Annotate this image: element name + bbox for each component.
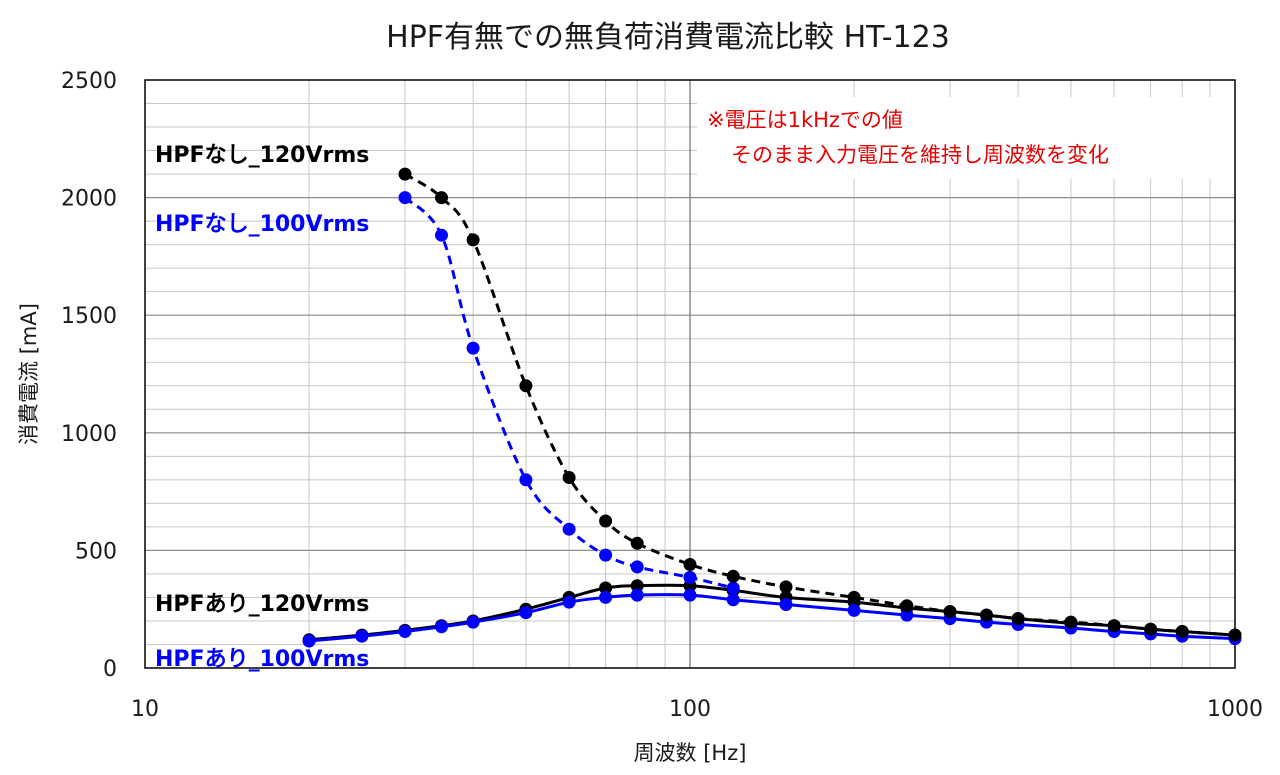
data-point: [726, 581, 740, 595]
data-point: [630, 560, 644, 574]
data-point: [779, 580, 793, 594]
y-tick-label: 0: [103, 657, 117, 682]
y-tick-label: 500: [75, 539, 117, 564]
series-label: HPFなし_120Vrms: [155, 143, 369, 168]
series-line: [403, 196, 734, 590]
data-point: [1011, 612, 1025, 626]
data-point: [519, 606, 533, 620]
data-point: [847, 603, 861, 617]
y-tick-label: 1000: [61, 422, 117, 447]
data-point: [900, 599, 914, 613]
y-tick-labels: 0 500 1000 1500 2000 2500: [61, 69, 117, 682]
data-point: [630, 579, 644, 593]
data-point: [980, 608, 993, 622]
x-axis-label: 周波数 [Hz]: [634, 741, 747, 765]
data-point: [562, 595, 576, 609]
annotation-background: [697, 97, 1237, 179]
data-point: [398, 191, 412, 205]
series-line: [308, 583, 1236, 642]
series-group: [302, 167, 1242, 648]
data-point: [599, 514, 613, 528]
data-point: [726, 569, 740, 583]
data-point: [900, 608, 914, 622]
data-point: [630, 536, 644, 550]
data-point: [1107, 619, 1121, 633]
annotation-box: ※電圧は1kHzでの値 そのまま入力電圧を維持し周波数を変化: [697, 97, 1237, 179]
data-point: [398, 167, 412, 181]
chart-title: HPF有無での無負荷消費電流比較 HT-123: [386, 20, 950, 55]
data-point: [1064, 615, 1078, 629]
series-line: [308, 593, 1236, 643]
series-label: HPFあり_100Vrms: [155, 647, 369, 672]
data-point: [599, 590, 613, 604]
data-point: [519, 473, 533, 487]
annotation-line2: そのまま入力電圧を維持し周波数を変化: [731, 143, 1109, 167]
data-point: [435, 620, 448, 634]
data-point: [943, 605, 957, 619]
data-point: [1144, 622, 1158, 636]
data-point: [562, 522, 576, 536]
data-point: [466, 341, 480, 355]
data-point: [435, 191, 448, 205]
data-point: [683, 558, 697, 571]
y-tick-label: 1500: [61, 304, 117, 329]
x-tick-labels: 10 100 1000: [131, 697, 1263, 722]
y-tick-label: 2000: [61, 187, 117, 212]
series-line: [404, 172, 1236, 637]
data-point: [1175, 625, 1189, 638]
data-point: [683, 588, 697, 602]
data-point: [683, 570, 697, 584]
data-point: [302, 634, 316, 648]
y-axis-label: 消費電流 [mA]: [17, 303, 41, 445]
plot-frame: [144, 79, 1236, 669]
data-point: [779, 598, 793, 611]
data-point: [466, 233, 480, 247]
data-point: [630, 588, 644, 602]
annotation-line1: ※電圧は1kHzでの値: [707, 108, 903, 132]
data-point: [435, 228, 448, 242]
data-point: [562, 471, 576, 484]
data-point: [599, 548, 613, 562]
series-label: HPFなし_100Vrms: [155, 212, 369, 237]
data-point: [726, 593, 740, 607]
data-point: [847, 590, 861, 604]
data-point: [1228, 628, 1242, 642]
y-tick-label: 2500: [61, 69, 117, 94]
data-point: [355, 629, 369, 643]
data-point: [519, 379, 533, 393]
series-labels: HPFなし_120Vrms HPFなし_100Vrms HPFあり_120Vrms H…: [155, 143, 369, 672]
x-tick-label: 10: [131, 697, 159, 722]
data-point: [599, 581, 613, 595]
x-tick-label: 100: [669, 697, 711, 722]
x-tick-label: 1000: [1207, 697, 1263, 722]
data-point: [466, 615, 480, 629]
data-point: [398, 625, 412, 638]
series-label: HPFあり_120Vrms: [155, 592, 369, 617]
